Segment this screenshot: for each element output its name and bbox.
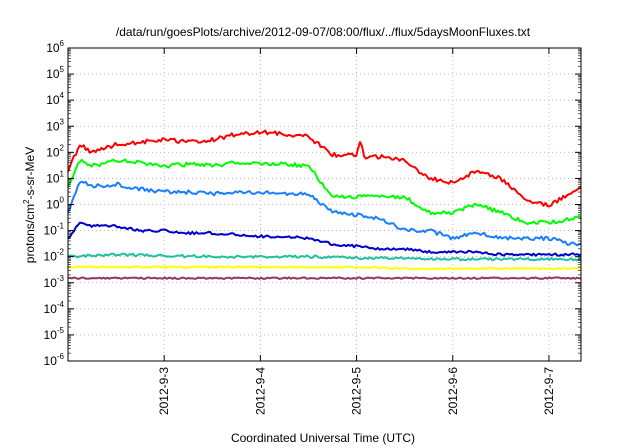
y-tick-label: 103 xyxy=(46,117,64,133)
x-tick-label: 2012-9-4 xyxy=(253,367,267,415)
series-line xyxy=(68,276,582,280)
x-axis-label: Coordinated Universal Time (UTC) xyxy=(231,431,415,445)
y-tick-label: 104 xyxy=(46,91,64,107)
y-tick-label: 10-2 xyxy=(44,248,65,264)
series-line xyxy=(67,221,582,257)
y-tick-label: 101 xyxy=(46,169,64,185)
y-tick-label: 100 xyxy=(46,196,64,212)
y-tick-label: 10-6 xyxy=(44,352,65,368)
y-tick-label: 102 xyxy=(46,143,64,159)
series-group xyxy=(67,129,582,280)
x-tick-label: 2012-9-6 xyxy=(446,367,460,415)
x-tick-label: 2012-9-7 xyxy=(542,367,556,415)
axes: 10-6 10-5 10-4 10-3 10-2 10-1 100 101 102 103 104 1… xyxy=(44,39,581,415)
y-tick-label: 10-1 xyxy=(44,222,65,238)
series-line xyxy=(67,180,582,247)
y-tick-label: 10-4 xyxy=(44,300,65,316)
series-line xyxy=(67,158,582,226)
series-line xyxy=(67,252,582,262)
y-tick-label: 10-3 xyxy=(44,274,65,290)
y-tick-label: 10-5 xyxy=(44,326,65,342)
x-tick-label: 2012-9-5 xyxy=(350,367,364,415)
y-tick-label: 105 xyxy=(46,65,64,81)
series-line xyxy=(67,265,582,271)
chart-title: /data/run/goesPlots/archive/2012-09-07/0… xyxy=(116,25,531,39)
x-tick-label: 2012-9-3 xyxy=(157,367,171,415)
y-axis-label: protons/cm2-s-sr-MeV xyxy=(22,147,37,263)
series-line xyxy=(67,129,582,208)
y-tick-label: 106 xyxy=(46,39,64,55)
